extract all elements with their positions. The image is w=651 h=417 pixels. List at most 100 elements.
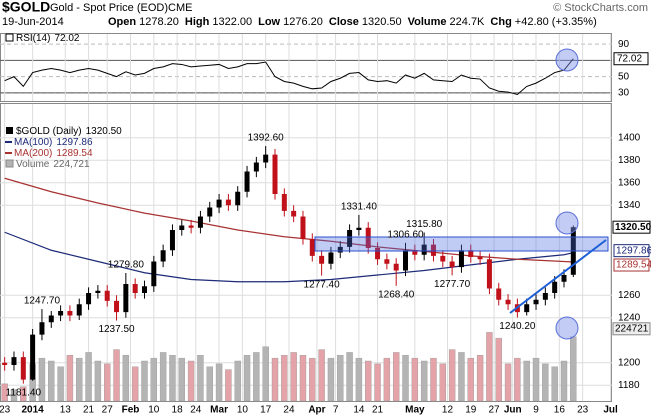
candle-body [272, 154, 278, 194]
x-tick-label: Jul [603, 405, 618, 416]
candle-body [542, 293, 548, 300]
quote-label: Chg [490, 16, 511, 28]
candle-body [188, 225, 194, 228]
price-annotation: 1181.40 [6, 387, 42, 398]
legend-entry: MA(100) 1297.86 [14, 137, 93, 148]
volume-bar [299, 355, 307, 402]
candle-body [505, 299, 511, 305]
moving-average-line [4, 231, 574, 283]
last-value-label: 1297.86 [616, 245, 651, 256]
volume-bar [365, 360, 372, 402]
value-box [612, 220, 651, 234]
volume-bar [476, 355, 484, 402]
candle-body [552, 281, 558, 293]
candle-body [281, 194, 287, 211]
quote-label: Low [258, 16, 280, 28]
candle-body [207, 207, 213, 217]
candle-body [76, 304, 82, 316]
highlight-circle [555, 316, 579, 340]
volume-bar [411, 357, 419, 402]
volume-bar [346, 352, 353, 402]
candle-body [430, 244, 436, 256]
volume-bar [281, 355, 288, 402]
moving-average-line [4, 177, 574, 263]
volume-bar [486, 332, 493, 402]
x-tick-label: 7 [333, 405, 339, 416]
drawn-overlays [314, 48, 609, 340]
candle-body [496, 288, 502, 300]
price-annotation: 1315.80 [406, 219, 443, 230]
credit: © StockCharts.com [553, 2, 648, 14]
volume-bar [94, 360, 102, 402]
candle-body [458, 250, 464, 268]
volume-bar [570, 336, 577, 402]
quote-label: Close [329, 16, 359, 28]
last-value-label: 72.02 [617, 53, 642, 64]
volume-bar [523, 360, 530, 402]
candle-body [319, 255, 325, 264]
volume-bar [1, 383, 8, 402]
labels: 30 50 90 RSI(14) 72.02 72.02 1180 1200 1240 1260 1… [0, 33, 651, 416]
last-value-label: 1320.50 [615, 222, 651, 233]
candle-body [160, 250, 166, 262]
volume-bar [253, 352, 260, 402]
x-tick-label: 2014 [22, 405, 45, 416]
volume-bar [514, 357, 521, 402]
volume-bar [309, 357, 316, 402]
quote-label: High [185, 16, 210, 28]
candle-body [123, 284, 129, 313]
x-tick-label: Jun [504, 405, 522, 416]
x-tick-label: 24 [283, 405, 295, 416]
volume-bar [48, 360, 55, 402]
candle-body [141, 286, 147, 293]
last-volume-label: 224721 [615, 323, 649, 334]
x-tick-label: 12 [442, 405, 454, 416]
candle-body [375, 248, 381, 260]
legend-name: Volume [16, 159, 50, 170]
y-tick-label: 1180 [618, 380, 640, 391]
legend-entry: MA(200) 1289.54 [14, 148, 93, 159]
volume-bar [131, 366, 139, 402]
price-annotation: 1306.60 [387, 229, 424, 240]
candle-body [132, 284, 138, 293]
volume-bar [141, 360, 148, 402]
highlight-circle [555, 211, 579, 235]
value-box [612, 322, 651, 336]
volume-bar [57, 366, 64, 402]
price-annotation: 1237.50 [98, 324, 135, 335]
legend-name: MA(100) [14, 137, 52, 148]
x-tick-label: 27 [102, 405, 114, 416]
rsi-panel [0, 33, 612, 102]
x-tick-label: 24 [190, 405, 202, 416]
y-tick-label: 1380 [618, 155, 641, 166]
price-annotation: 1268.40 [378, 289, 415, 300]
volume-bar [215, 363, 223, 402]
volume-bar [187, 360, 195, 402]
volume-bar [243, 355, 251, 402]
value-box [613, 52, 649, 66]
legend-swatch [5, 159, 14, 168]
legend-value: 72.02 [54, 33, 79, 44]
volume-bar [392, 352, 400, 402]
quote-label: Volume [408, 16, 447, 28]
candle-body [347, 230, 353, 247]
y-tick-label: 1260 [618, 290, 641, 301]
x-tick-label: 27 [489, 405, 501, 416]
volume-bar [85, 352, 92, 402]
candle-body [151, 261, 157, 287]
volume-bar [150, 357, 158, 402]
volume-bar [448, 349, 456, 402]
candle-body [533, 299, 539, 305]
x-tick-label: Feb [122, 405, 140, 416]
quote-value: 1322.00 [212, 16, 252, 28]
price-annotation: 1240.20 [499, 321, 536, 332]
x-tick-label: 21 [372, 405, 384, 416]
candle-body [337, 246, 343, 253]
candle-body [328, 252, 334, 264]
volume-bar [467, 357, 474, 402]
candle-body [58, 311, 64, 316]
candle-body [104, 290, 110, 301]
candle-body [449, 261, 455, 268]
value-box [613, 258, 650, 272]
